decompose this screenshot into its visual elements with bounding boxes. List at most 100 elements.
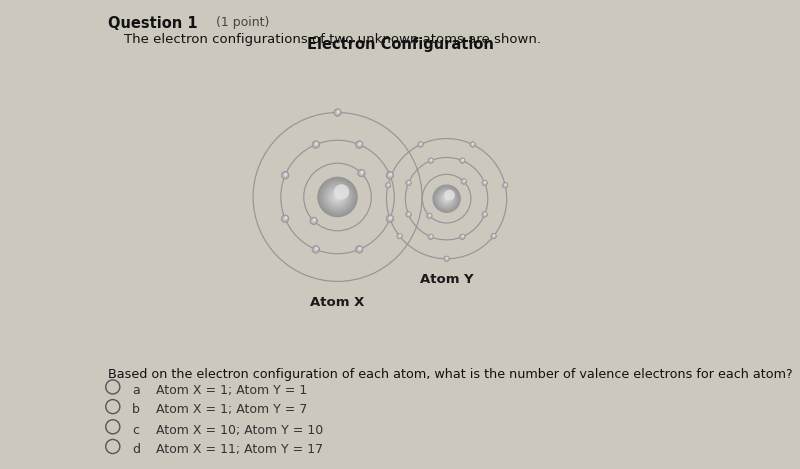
Circle shape [408, 182, 409, 183]
Circle shape [282, 172, 289, 179]
Circle shape [460, 234, 465, 239]
Circle shape [310, 217, 318, 225]
Circle shape [358, 170, 365, 176]
Circle shape [429, 235, 433, 239]
Circle shape [460, 158, 465, 163]
Circle shape [313, 142, 318, 147]
Circle shape [282, 172, 289, 179]
Circle shape [470, 142, 475, 147]
Circle shape [315, 144, 316, 145]
Circle shape [310, 217, 318, 225]
Circle shape [282, 172, 288, 179]
Circle shape [502, 182, 508, 188]
Circle shape [484, 182, 486, 184]
Text: Question 1: Question 1 [108, 16, 198, 31]
Circle shape [482, 181, 487, 185]
Circle shape [444, 257, 449, 261]
Circle shape [319, 179, 356, 215]
Circle shape [282, 215, 289, 222]
Circle shape [471, 143, 474, 146]
Circle shape [313, 142, 319, 148]
Circle shape [470, 142, 476, 148]
Circle shape [408, 182, 410, 184]
Circle shape [442, 195, 451, 203]
Circle shape [406, 180, 411, 185]
Circle shape [310, 218, 317, 224]
Circle shape [462, 180, 466, 183]
Circle shape [314, 144, 317, 146]
Circle shape [446, 257, 448, 260]
Circle shape [482, 181, 487, 185]
Circle shape [463, 181, 464, 182]
Circle shape [462, 179, 466, 184]
Circle shape [429, 159, 433, 162]
Circle shape [493, 235, 494, 237]
Circle shape [358, 247, 362, 250]
Circle shape [462, 180, 466, 183]
Circle shape [407, 182, 410, 184]
Circle shape [386, 215, 394, 223]
Circle shape [312, 245, 320, 253]
Circle shape [459, 158, 466, 164]
Circle shape [283, 173, 287, 177]
Circle shape [358, 248, 361, 251]
Circle shape [336, 111, 338, 114]
Circle shape [359, 249, 360, 250]
Circle shape [483, 181, 486, 185]
Circle shape [334, 194, 341, 200]
Circle shape [418, 142, 423, 147]
Circle shape [282, 215, 288, 222]
Circle shape [361, 171, 364, 174]
Circle shape [282, 172, 288, 178]
Circle shape [323, 183, 352, 211]
Circle shape [359, 171, 364, 175]
Circle shape [462, 236, 463, 238]
Circle shape [331, 191, 344, 203]
Circle shape [484, 181, 486, 183]
Circle shape [355, 141, 363, 148]
Circle shape [324, 184, 350, 210]
Circle shape [472, 144, 474, 145]
Circle shape [315, 249, 317, 250]
Circle shape [460, 159, 464, 163]
Circle shape [462, 180, 465, 183]
Circle shape [460, 234, 465, 240]
Circle shape [446, 258, 447, 259]
Circle shape [482, 212, 487, 217]
Circle shape [430, 160, 431, 161]
Circle shape [313, 220, 314, 222]
Circle shape [312, 246, 319, 253]
Circle shape [284, 174, 286, 176]
Circle shape [386, 215, 394, 222]
Circle shape [357, 142, 362, 147]
Circle shape [503, 183, 507, 187]
Circle shape [284, 218, 286, 220]
Circle shape [314, 248, 317, 250]
Circle shape [492, 234, 495, 238]
Circle shape [482, 212, 487, 217]
Circle shape [312, 219, 315, 222]
Circle shape [430, 160, 431, 161]
Circle shape [358, 248, 361, 251]
Circle shape [407, 213, 410, 216]
Circle shape [460, 158, 465, 163]
Circle shape [398, 235, 401, 237]
Circle shape [311, 219, 316, 223]
Circle shape [483, 213, 486, 215]
Circle shape [406, 212, 410, 216]
Text: The electron configurations of two unknown atoms are shown.: The electron configurations of two unkno… [124, 33, 541, 46]
Circle shape [386, 172, 393, 179]
Circle shape [470, 142, 475, 147]
Circle shape [493, 235, 494, 237]
Circle shape [358, 143, 361, 146]
Circle shape [463, 181, 465, 182]
Circle shape [505, 185, 506, 186]
Circle shape [358, 248, 361, 251]
Circle shape [429, 215, 430, 217]
Circle shape [428, 158, 434, 164]
Circle shape [389, 174, 391, 177]
Circle shape [358, 169, 366, 177]
Circle shape [389, 174, 391, 176]
Circle shape [408, 213, 410, 215]
Circle shape [442, 194, 451, 204]
